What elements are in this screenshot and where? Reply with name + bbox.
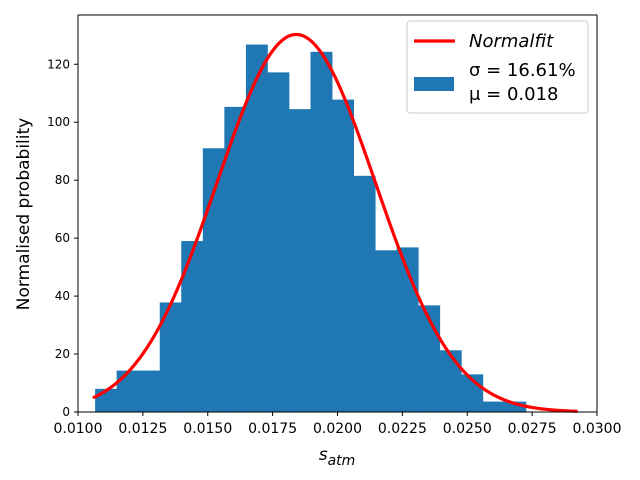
- y-tick-label: 0: [62, 405, 70, 419]
- histogram-bar: [375, 250, 398, 412]
- x-axis-label: satm: [319, 445, 356, 469]
- y-tick-label: 120: [47, 57, 70, 71]
- x-tick-label: 0.0175: [248, 421, 297, 437]
- legend: Normalfit σ = 16.61% μ = 0.018: [406, 20, 589, 114]
- normal-fit-curve: [92, 32, 578, 413]
- histogram-bar: [310, 51, 333, 413]
- legend-sigma-label: σ = 16.61%: [469, 60, 576, 81]
- y-tick-label: 80: [55, 173, 70, 187]
- x-tick-label: 0.0225: [378, 421, 427, 437]
- histogram-bar: [288, 109, 311, 413]
- histogram-bar: [159, 302, 182, 412]
- histogram-bar: [439, 350, 462, 412]
- x-axis-ticks: 0.0100 0.0125 0.0150 0.0175 0.0200 0.0225 0.02…: [54, 412, 622, 437]
- x-axis-label-subscript: atm: [328, 453, 356, 469]
- y-tick-label: 40: [55, 289, 70, 303]
- y-tick-label: 100: [47, 115, 70, 129]
- histogram-bar: [504, 401, 527, 412]
- histogram-bar: [202, 148, 225, 413]
- legend-bars-swatch: [414, 77, 454, 91]
- y-tick-label: 60: [55, 231, 70, 245]
- x-tick-label: 0.0125: [118, 421, 167, 437]
- histogram-bar: [267, 72, 290, 412]
- histogram-bar: [482, 401, 505, 412]
- histogram-bar: [245, 44, 268, 413]
- x-tick-label: 0.0200: [313, 421, 362, 437]
- histogram-bar: [116, 370, 139, 412]
- histogram-bar: [138, 370, 161, 412]
- histogram-bar: [181, 241, 204, 412]
- histogram-bar: [224, 106, 247, 413]
- x-tick-label: 0.0275: [508, 421, 557, 437]
- y-axis-ticks: 0 20 40 60 80 100 120: [47, 57, 78, 419]
- legend-fit-label: Normalfit: [469, 31, 554, 52]
- x-tick-label: 0.0150: [183, 421, 232, 437]
- x-axis-label-base: s: [319, 445, 328, 465]
- histogram-bar: [332, 99, 354, 413]
- histogram-bars: [95, 44, 527, 413]
- legend-mu-label: μ = 0.018: [469, 84, 559, 105]
- y-tick-label: 20: [55, 347, 70, 361]
- x-tick-label: 0.0100: [54, 421, 103, 437]
- x-tick-label: 0.0300: [573, 421, 622, 437]
- histogram-bar: [353, 175, 376, 412]
- y-axis-label: Normalised probability: [14, 118, 34, 310]
- x-tick-label: 0.0250: [443, 421, 492, 437]
